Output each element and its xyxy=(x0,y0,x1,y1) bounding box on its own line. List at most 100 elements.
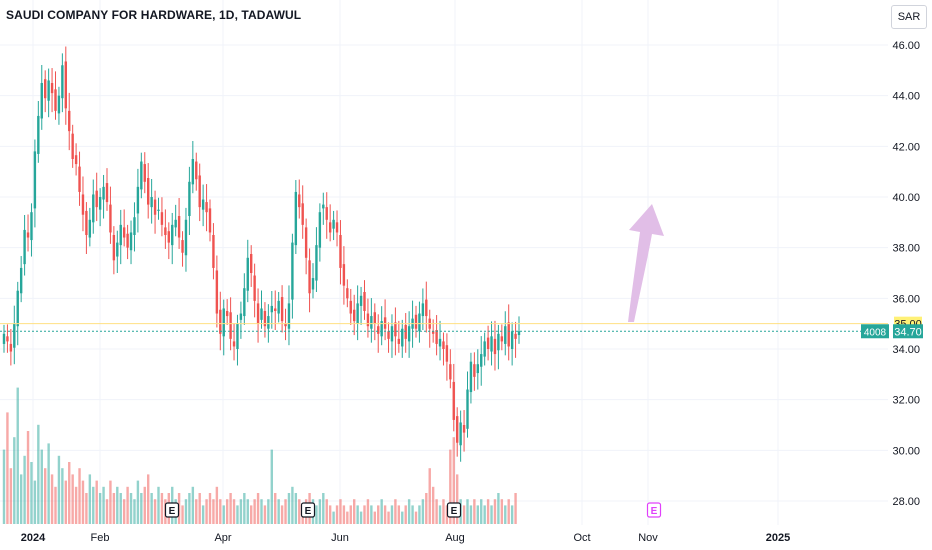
candle-body xyxy=(342,264,346,286)
currency-button[interactable]: SAR xyxy=(891,5,927,29)
candle-body xyxy=(366,313,370,327)
candle-body xyxy=(136,186,140,214)
last-price-text: 34.70 xyxy=(894,326,922,338)
earnings-marker-icon[interactable] xyxy=(300,502,316,518)
candle-body xyxy=(404,324,407,339)
candle-body xyxy=(109,204,112,233)
candle-body xyxy=(212,235,215,268)
volume-bar xyxy=(452,437,455,524)
price-tick-label: 44.00 xyxy=(892,91,920,103)
volume-bar xyxy=(414,511,418,524)
volume-bar xyxy=(404,505,407,524)
candle-body xyxy=(353,309,356,322)
volume-bar xyxy=(61,468,64,524)
candle-body xyxy=(116,242,119,257)
candle-body xyxy=(294,191,298,246)
candle-body xyxy=(250,254,253,273)
candle-body xyxy=(383,317,387,329)
volume-bar xyxy=(19,474,23,524)
candle-body xyxy=(480,354,483,367)
candle-body xyxy=(191,159,195,185)
candle-body xyxy=(394,322,397,337)
volume-bar xyxy=(112,493,116,524)
volume-bar xyxy=(315,505,318,524)
candle-body xyxy=(44,79,47,99)
candle-body xyxy=(318,212,322,248)
volume-bar xyxy=(428,468,431,524)
volume-bar xyxy=(260,499,263,524)
volume-bar xyxy=(64,480,67,524)
earnings-marker-icon[interactable] xyxy=(446,502,462,518)
candle-body xyxy=(274,308,277,311)
candle-body xyxy=(92,194,95,223)
candle-body xyxy=(13,323,16,348)
volume-bar xyxy=(397,505,401,524)
candle-body xyxy=(373,312,376,324)
volume-bar xyxy=(510,505,514,524)
candle-body xyxy=(26,232,30,238)
candle-body xyxy=(301,203,304,225)
up-arrow-drawing[interactable] xyxy=(628,204,664,322)
candle-body xyxy=(164,227,167,235)
volume-bar xyxy=(363,505,366,524)
volume-bar xyxy=(150,493,153,524)
candle-body xyxy=(414,314,418,329)
candle-body xyxy=(208,208,212,233)
candle-body xyxy=(442,341,445,349)
volume-bars xyxy=(2,387,517,524)
candle-body xyxy=(380,321,383,337)
volume-bar xyxy=(191,486,195,524)
candle-body xyxy=(184,219,188,256)
candle-body xyxy=(40,83,43,119)
volume-bar xyxy=(325,499,328,524)
earnings-marker-icon[interactable] xyxy=(646,502,662,518)
candle-body xyxy=(325,207,328,220)
candle-body xyxy=(198,175,201,208)
volume-bar xyxy=(486,499,490,524)
volume-bar xyxy=(109,480,112,524)
candle-body xyxy=(401,328,404,347)
volume-bar xyxy=(294,493,298,524)
candle-body xyxy=(445,345,449,362)
volume-bar xyxy=(449,449,452,524)
volume-bar xyxy=(493,499,497,524)
candle-body xyxy=(229,312,232,339)
earnings-marker-icon[interactable] xyxy=(164,502,180,518)
earnings-marker-label: E xyxy=(305,506,312,517)
volume-bar xyxy=(219,499,222,524)
candle-body xyxy=(267,316,270,329)
chart-title: SAUDI COMPANY FOR HARDWARE, 1D, TADAWUL xyxy=(6,8,302,22)
volume-bar xyxy=(438,505,442,524)
volume-bar xyxy=(92,486,95,524)
candle-body xyxy=(102,186,105,200)
candle-body xyxy=(19,267,23,294)
candle-body xyxy=(507,322,510,347)
candle-body xyxy=(153,199,157,215)
candle-body xyxy=(435,330,438,344)
candle-body xyxy=(332,219,335,229)
volume-bar xyxy=(16,387,19,524)
price-tick-label: 40.00 xyxy=(892,192,920,204)
candle-body xyxy=(270,305,273,313)
chart-grid xyxy=(0,0,888,525)
volume-bar xyxy=(208,493,212,524)
candle-body xyxy=(328,222,332,233)
volume-bar xyxy=(442,499,445,524)
symbol-badge-text: 4008 xyxy=(864,327,887,338)
candle-body xyxy=(81,194,85,215)
candle-body xyxy=(50,83,54,94)
volume-bar xyxy=(222,505,225,524)
candle-body xyxy=(256,303,260,324)
candle-body xyxy=(449,364,452,380)
volume-bar xyxy=(85,493,88,524)
volume-bar xyxy=(13,437,16,524)
price-tick-label: 36.00 xyxy=(892,293,920,305)
volume-bar xyxy=(9,468,13,524)
candle-body xyxy=(438,338,442,347)
candle-body xyxy=(504,326,507,344)
candle-body xyxy=(370,316,373,329)
volume-bar xyxy=(253,499,256,524)
volume-bar xyxy=(239,499,243,524)
candle-body xyxy=(201,199,205,210)
